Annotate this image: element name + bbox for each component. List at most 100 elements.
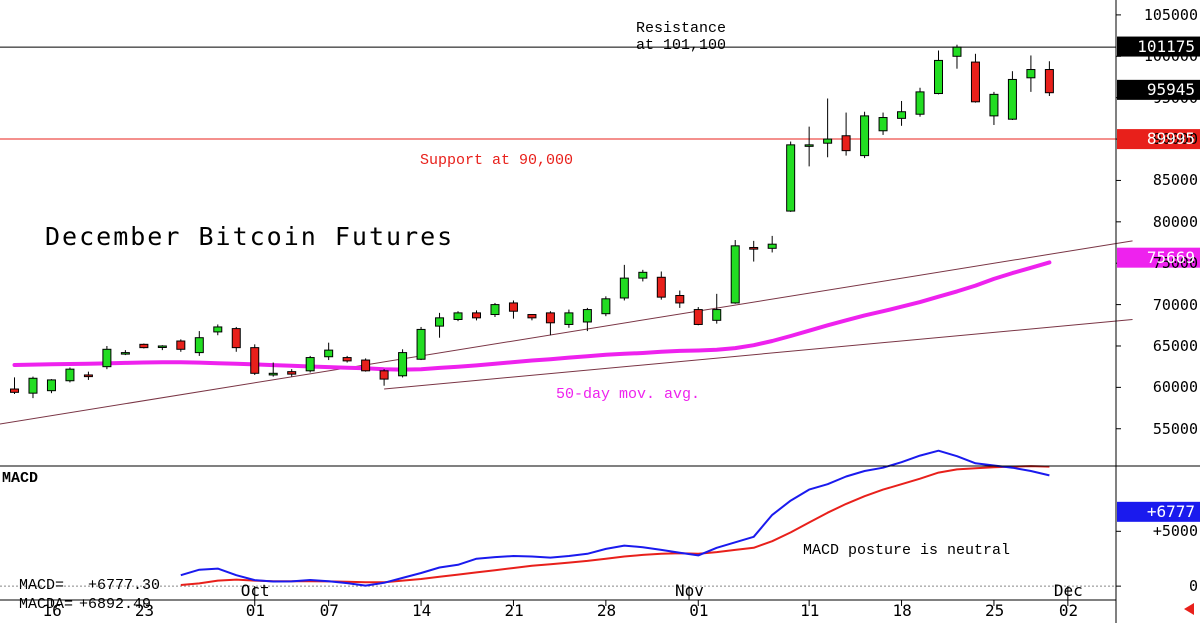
candle (823, 98, 833, 158)
candle (435, 312, 445, 338)
candle (749, 240, 759, 262)
candle-body (989, 93, 999, 117)
price-value-tag: 101175 (1137, 36, 1195, 56)
macd-line (180, 449, 1050, 587)
macda-readout-label: MACDA= (19, 596, 74, 613)
x-tick-label: 28 (596, 601, 617, 620)
macd-y-tick-label: 0 (1188, 577, 1198, 596)
candle-body (527, 314, 537, 319)
candle-body (250, 347, 260, 374)
candle (712, 293, 722, 324)
price-value-tag-bg (1117, 36, 1200, 57)
candle-body (287, 371, 297, 375)
candle-body (804, 144, 814, 147)
candle-body (324, 349, 334, 358)
support-annotation: Support at 90,000 (420, 152, 574, 169)
candle-body (1007, 78, 1017, 120)
candle-body (10, 388, 19, 393)
y-tick-label: 100000 (1143, 47, 1198, 66)
candle (601, 296, 611, 317)
candle-body (545, 312, 555, 324)
candle (287, 369, 297, 377)
candle (638, 269, 648, 282)
y-tick-label: 80000 (1152, 212, 1198, 231)
x-tick-label: 01 (689, 601, 709, 620)
candle-body (619, 277, 629, 299)
price-value-tag-bg (1117, 79, 1200, 100)
candle-body (767, 243, 777, 249)
candle (28, 376, 38, 399)
candle-body (28, 377, 38, 394)
candle (194, 331, 204, 356)
y-tick-label: 75000 (1152, 254, 1198, 273)
candle (157, 345, 167, 351)
candle-body (46, 379, 56, 392)
candle (527, 314, 537, 321)
candle-body (601, 298, 611, 315)
candle (693, 307, 703, 326)
candle (324, 342, 334, 361)
y-tick-label: 105000 (1143, 5, 1198, 24)
candle (656, 271, 666, 300)
candle-body (712, 309, 722, 321)
price-value-tag: 89995 (1146, 129, 1195, 149)
candle-body (878, 117, 888, 132)
price-value-tag-bg (1117, 247, 1200, 268)
candle-body (693, 309, 703, 325)
candle (453, 311, 463, 322)
candle-body (194, 337, 204, 354)
candle (231, 326, 241, 352)
candle (730, 240, 740, 304)
x-tick-label: 25 (984, 601, 1005, 620)
candle (83, 371, 93, 380)
candle-body (120, 352, 130, 355)
y-tick-label: 60000 (1152, 378, 1198, 397)
candle (897, 100, 907, 126)
x-tick-label: 02 (1058, 601, 1079, 620)
x-tick-label: 16 (42, 601, 62, 620)
candle (120, 350, 130, 356)
candle-body (1026, 69, 1036, 79)
candle-body (952, 46, 962, 57)
candle (582, 307, 592, 332)
candle-body (638, 271, 648, 279)
candle (804, 126, 814, 167)
candle (767, 235, 777, 253)
price-value-tag-bg (1117, 129, 1200, 150)
candle (268, 362, 278, 377)
month-label: Nov (675, 581, 704, 600)
candle (564, 309, 574, 328)
candle-body (472, 312, 481, 319)
chart-title: December Bitcoin Futures (45, 222, 455, 251)
x-tick-label: 18 (892, 601, 912, 620)
candle-body (656, 276, 666, 298)
candle-body (176, 340, 186, 350)
candle-body (453, 312, 463, 320)
candle-body (268, 372, 278, 376)
candle (342, 355, 352, 363)
candle-body (841, 135, 851, 152)
candles (10, 44, 1054, 399)
x-tick-label: 01 (245, 601, 265, 620)
macd-readout-label: MACD= (19, 577, 65, 594)
candle-body (749, 246, 759, 250)
scroll-left-arrow-icon[interactable] (1184, 603, 1194, 615)
candle-body (582, 309, 592, 323)
candle-body (860, 115, 870, 157)
candle (878, 112, 888, 135)
candle (1026, 55, 1036, 92)
candle (472, 310, 481, 321)
candle (934, 50, 943, 95)
resistance-annotation: Resistance at 101,100 (636, 20, 727, 54)
macda-readout: MACDA= +6892.49 (1, 579, 151, 613)
y-tick-label: 65000 (1152, 336, 1198, 355)
candle-body (305, 357, 315, 372)
candle-body (897, 111, 907, 119)
candle-body (970, 61, 980, 103)
price-plot-area (0, 46, 1116, 140)
candle (305, 355, 315, 373)
candle-body (490, 304, 500, 316)
candle-body (675, 294, 685, 304)
candle-body (398, 352, 408, 377)
